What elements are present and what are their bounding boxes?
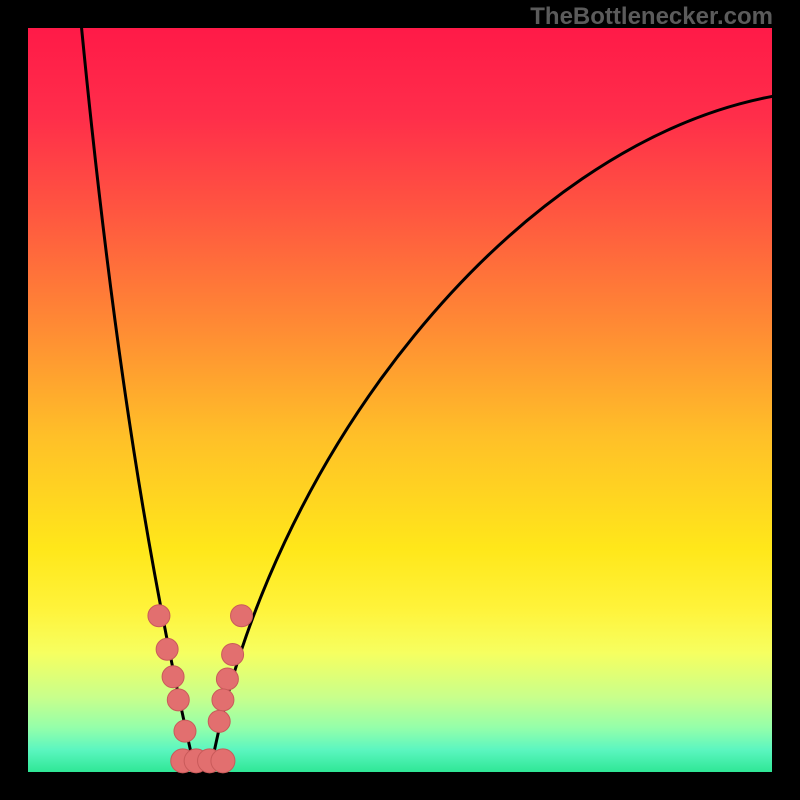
watermark-text: TheBottlenecker.com [530, 3, 773, 31]
chart-frame: TheBottlenecker.com [0, 0, 800, 800]
curves-layer [0, 0, 800, 800]
